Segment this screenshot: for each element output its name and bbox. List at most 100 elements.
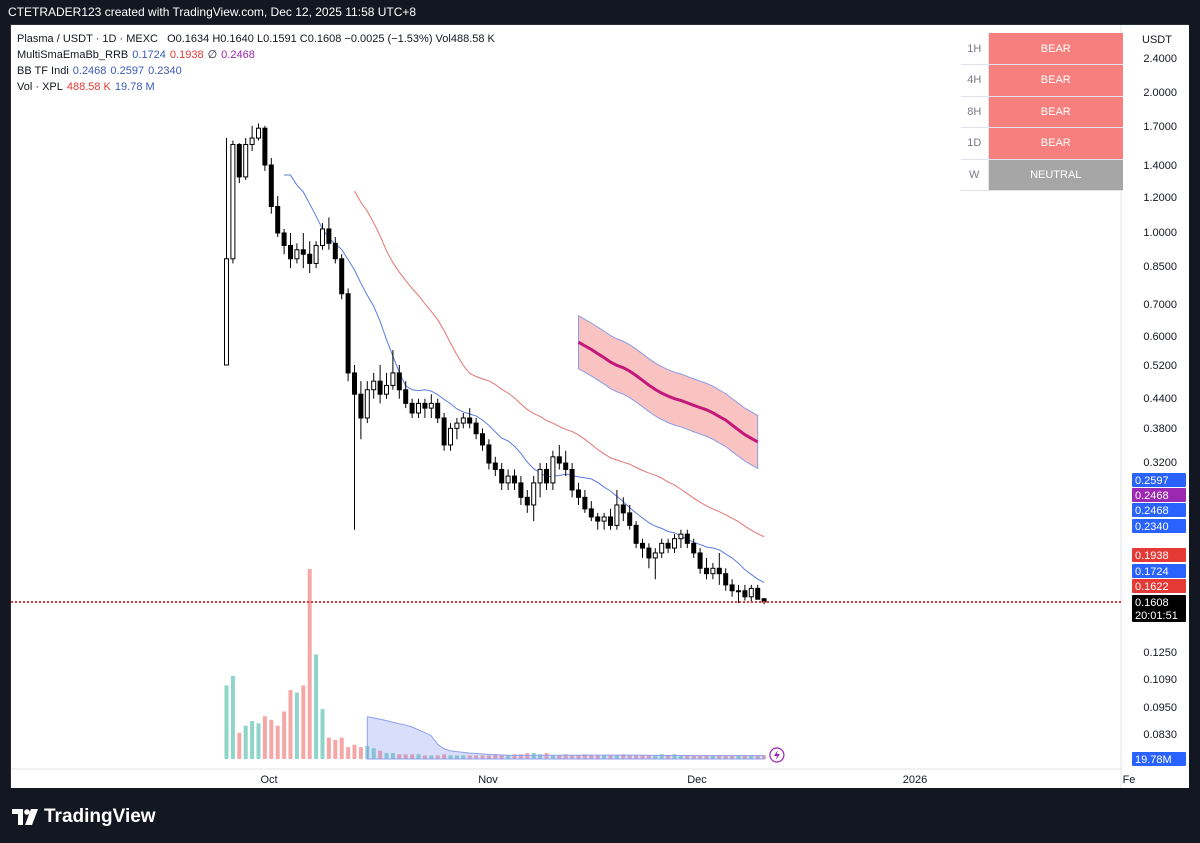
volume-bar [230,675,235,759]
ema-line [284,174,765,583]
timeframe-label: 1H [961,33,988,65]
price-tick-label: 2.0000 [1143,87,1177,99]
time-axis-label: Fe [1123,774,1136,786]
candle-body [678,533,684,540]
candle-body [326,228,332,244]
volume-bar [467,755,472,759]
candle-body [736,590,741,593]
symbol-row[interactable]: Plasma / USDT · 1D · MEXC O0.1634 H0.164… [17,31,495,47]
indicator-row[interactable]: Vol · XPL 488.58 K 19.78 M [17,79,495,95]
price-badge [1132,608,1186,622]
trend-state: BEAR [987,33,1123,65]
volume-bar [749,755,754,759]
candle-body [499,468,505,484]
price-badge [1132,564,1186,578]
volume-bar [237,732,242,759]
price-tick-label: 0.8500 [1143,261,1177,273]
symbol-title[interactable]: Plasma / USDT · 1D · MEXC [17,33,158,45]
candle-body [256,127,261,139]
price-badge-label: 0.2468 [1135,490,1169,502]
volume-bar [736,755,741,759]
chart-attribution: CTETRADER123 created with TradingView.co… [0,0,1200,24]
price-tick-label: 0.7000 [1143,299,1177,311]
candle-body [582,496,588,510]
candle-body [710,567,716,575]
volume-bar [646,755,651,759]
indicator-value: 0.2340 [148,65,182,77]
price-badge [1132,752,1186,766]
volume-bar [410,754,415,759]
volume-bar [474,755,479,759]
candle-body [403,389,409,404]
volume-bar [576,755,581,759]
candle-body [486,444,492,464]
volume-bar [262,716,267,759]
volume-bar [755,755,760,759]
price-tick-label: 0.0830 [1143,729,1177,741]
candle-body [300,249,306,255]
candle-body [652,552,658,559]
price-badge-label: 20:01:51 [1135,610,1178,622]
volume-bar [499,755,504,759]
candle-body [742,590,748,598]
price-badge [1132,473,1186,487]
volume-bar [301,685,306,759]
volume-bar [243,725,248,759]
volume-bar [723,755,728,759]
candle-body [646,547,652,559]
candle-body [755,587,761,600]
candle-body [332,242,338,260]
price-tick-label: 1.4000 [1143,160,1177,172]
volume-bar [320,709,325,759]
tradingview-logo[interactable]: TradingView [12,806,156,828]
volume-ma-area [366,716,765,760]
volume-bar [448,755,453,759]
timeframe-label: 1D [961,127,988,160]
candle-body [748,587,754,598]
candle-body [569,468,575,491]
candle-body [384,384,389,395]
volume-bar [333,740,338,759]
ohlc-values: O0.1634 H0.1640 L0.1591 C0.1608 −0.0025 … [167,33,495,45]
timeframe-label: 4H [961,64,988,97]
volume-bar [493,754,498,759]
indicator-row[interactable]: BB TF Indi 0.2468 0.2597 0.2340 [17,63,495,79]
candle-body [409,402,415,414]
candle-body [627,512,633,526]
time-axis-label: 2026 [903,774,927,786]
candle-body [556,456,562,464]
volume-bar [621,754,626,759]
volume-bar [346,747,351,759]
volume-bar [538,754,543,759]
candle-body [364,389,370,419]
trend-state: NEUTRAL [987,159,1123,191]
indicator-row[interactable]: MultiSmaEmaBb_RRB 0.1724 0.1938 ∅ 0.2468 [17,47,495,63]
volume-bar [390,753,395,759]
candle-body [428,402,434,409]
timeframe-label: 8H [961,96,988,128]
volume-bar [710,755,715,759]
candle-body [518,482,524,498]
indicator-name: MultiSmaEmaBb_RRB [17,49,129,61]
candle-body [230,143,236,260]
chart-legend: Plasma / USDT · 1D · MEXC O0.1634 H0.164… [17,31,495,95]
indicator-name: Vol · XPL [17,81,63,93]
trend-state: BEAR [987,127,1123,160]
price-tick-label: 1.0000 [1143,227,1177,239]
volume-bar [250,721,255,759]
candle-body [377,380,383,395]
candle-body [524,496,530,506]
volume-bar [352,744,357,759]
price-badge [1132,548,1186,562]
candle-body [268,164,274,208]
volume-bar [691,755,696,759]
volume-bar [730,755,735,759]
price-tick-label: 0.5200 [1143,360,1177,372]
trend-row: W NEUTRAL [961,159,1123,191]
candle-body [684,533,690,544]
price-badge-label: 0.2597 [1135,475,1169,487]
volume-bar [339,737,344,759]
candle-body [480,433,485,446]
candle-body [435,402,441,419]
volume-bar [589,755,594,759]
